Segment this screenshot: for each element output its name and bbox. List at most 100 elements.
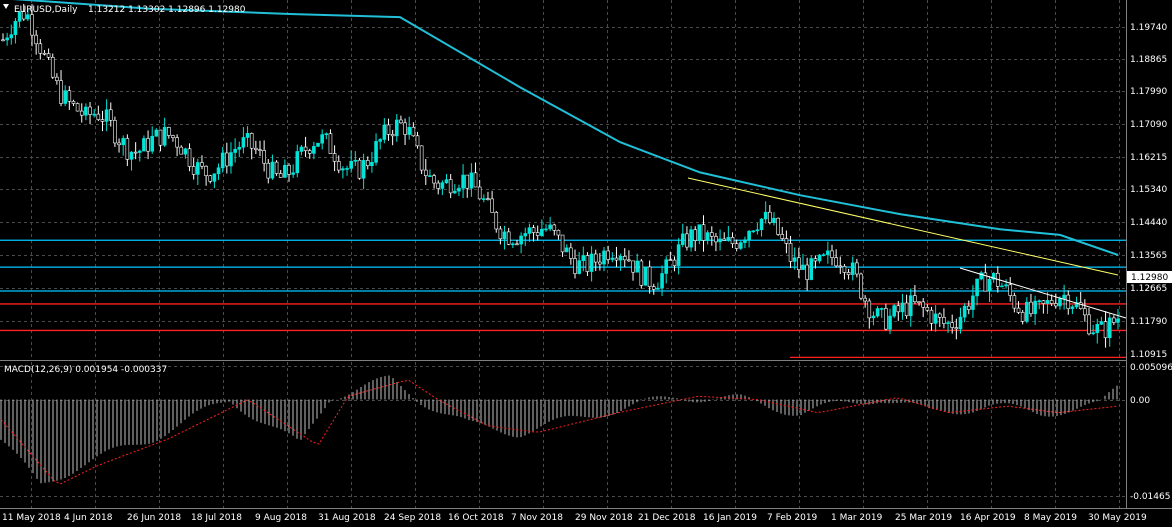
candle-body — [444, 179, 449, 184]
candle-body — [589, 253, 594, 272]
candle-body — [394, 119, 399, 137]
candle-body — [432, 175, 436, 184]
candle-body — [768, 211, 772, 223]
candle-body — [295, 151, 300, 174]
candle-body — [1037, 300, 1042, 303]
date-label: 7 Nov 2018 — [511, 513, 563, 523]
candle-body — [614, 257, 619, 261]
candle-body — [241, 137, 246, 148]
candle-body — [108, 109, 113, 121]
candle-body — [577, 260, 581, 274]
candle-body — [9, 34, 14, 39]
candle-body — [324, 133, 329, 136]
candle-body — [564, 247, 569, 253]
price-tick-label: 1.17090 — [1130, 120, 1167, 130]
candle-body — [743, 239, 747, 243]
candle-body — [1045, 300, 1050, 304]
candle-body — [100, 119, 105, 122]
candle-body — [739, 242, 743, 249]
candle-body — [672, 259, 677, 266]
candle-body — [133, 151, 138, 154]
candle-body — [925, 307, 930, 311]
candle-body — [826, 250, 830, 255]
candle-body — [581, 255, 586, 261]
candle-body — [482, 198, 486, 200]
candle-body — [1103, 321, 1108, 339]
candle-body — [685, 233, 689, 248]
candle-body — [146, 138, 150, 152]
candle-body — [42, 52, 47, 55]
candle-body — [680, 233, 685, 245]
candle-body — [274, 161, 279, 174]
candle-body — [465, 174, 470, 189]
candle-body — [726, 237, 731, 241]
candle-body — [1078, 302, 1083, 309]
price-tick-label: 1.13565 — [1130, 251, 1167, 261]
candle-body — [419, 145, 424, 171]
candle-body — [113, 120, 117, 144]
candle-body — [519, 235, 523, 245]
collapse-triangle-icon[interactable] — [3, 4, 9, 9]
candle-body — [842, 266, 847, 273]
candle-body — [225, 152, 229, 167]
candle-body — [602, 250, 606, 265]
date-label: 11 May 2018 — [2, 513, 61, 523]
candle-body — [946, 322, 950, 324]
candle-body — [598, 261, 602, 265]
candle-body — [183, 148, 188, 155]
candle-body — [797, 257, 801, 271]
candle-body — [1029, 301, 1033, 315]
candle-body — [1008, 284, 1013, 296]
candle-body — [830, 250, 834, 258]
candle-body — [651, 286, 656, 290]
candle-body — [175, 137, 179, 148]
candle-body — [962, 305, 967, 318]
candle-body — [1083, 308, 1087, 316]
candle-body — [204, 165, 208, 177]
candle-body — [34, 34, 38, 45]
candle-body — [627, 259, 631, 262]
candle-body — [1054, 303, 1058, 307]
candle-body — [46, 53, 51, 58]
candle-body — [254, 147, 258, 150]
candle-body — [772, 217, 776, 223]
candle-body — [187, 148, 192, 167]
candle-body — [162, 127, 167, 146]
candle-body — [142, 138, 146, 152]
candle-body — [328, 133, 333, 154]
macd-panel[interactable]: MACD(12,26,9) 0.001954 -0.000337 0.00509… — [0, 362, 1172, 508]
macd-grid — [0, 362, 1126, 508]
candle-body — [403, 122, 407, 135]
date-label: 16 Apr 2019 — [960, 513, 1016, 523]
candle-body — [21, 11, 26, 20]
candle-body — [1020, 312, 1025, 322]
price-tick-label: 1.11790 — [1130, 317, 1167, 327]
date-label: 1 Mar 2019 — [831, 513, 883, 523]
trendline-yellow[interactable] — [687, 177, 1119, 276]
candle-body — [423, 169, 428, 177]
candle-body — [1070, 306, 1075, 309]
date-label: 25 Mar 2019 — [895, 513, 952, 523]
candle-body — [382, 124, 387, 140]
candle-body — [220, 152, 225, 169]
trendline-white[interactable] — [959, 267, 1127, 319]
candle-body — [540, 228, 544, 236]
candle-body — [158, 129, 163, 146]
candle-body — [498, 228, 503, 240]
current-price-label: 1.12980 — [1131, 273, 1168, 283]
candle-body — [477, 186, 482, 200]
price-tick-label: 1.17990 — [1130, 87, 1167, 97]
candle-body — [154, 129, 159, 137]
price-panel[interactable]: EURUSD,Daily 1.13212 1.13302 1.12896 1.1… — [0, 0, 1127, 360]
current-price-marker — [1127, 271, 1172, 283]
candle-body — [150, 135, 155, 152]
candle-body — [606, 250, 610, 260]
candle-body — [332, 153, 337, 162]
candle-body — [67, 90, 72, 102]
chart-ohlc-label: 1.13212 1.13302 1.12896 1.12980 — [88, 5, 246, 15]
candle-body — [718, 238, 722, 243]
candle-body — [871, 315, 876, 319]
candle-body — [896, 305, 901, 313]
candle-body — [320, 134, 324, 144]
